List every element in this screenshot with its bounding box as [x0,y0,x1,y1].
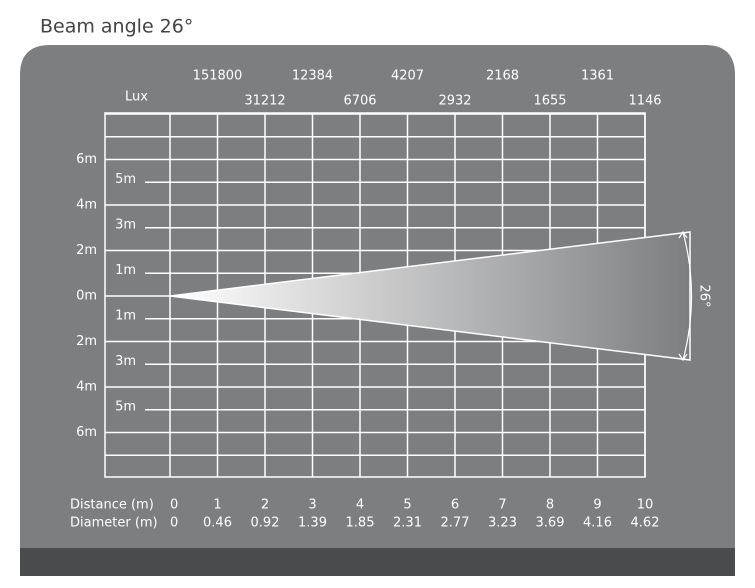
lux-value: 1146 [628,94,661,109]
angle-label: 26° [697,284,712,307]
angle-arc [682,231,693,361]
angle-arrows [678,230,688,362]
height-label: 1m [115,263,136,278]
footer-bar [20,548,735,576]
distance-label: Distance (m) [70,498,154,513]
height-label: 5m [115,399,136,414]
height-label: 4m [76,198,97,213]
distance-value: 10 [637,498,654,513]
height-label: 6m [76,152,97,167]
diameter-value: 1.39 [298,516,327,531]
center-label: 0m [76,289,97,304]
lux-value: 4207 [391,69,424,84]
diameter-value: 2.31 [393,516,422,531]
diameter-value: 3.23 [488,516,517,531]
height-label: 4m [76,380,97,395]
diameter-value: 0.92 [251,516,280,531]
distance-value: 6 [451,498,459,513]
height-label: 3m [115,217,136,232]
lux-value: 2168 [486,69,519,84]
lux-value: 12384 [292,69,333,84]
distance-value: 7 [498,498,506,513]
distance-value: 8 [546,498,554,513]
diameter-value: 0.46 [203,516,232,531]
diameter-value: 2.77 [441,516,470,531]
distance-value: 9 [593,498,601,513]
distance-value: 0 [170,498,178,513]
distance-value: 1 [213,498,221,513]
height-label: 5m [115,172,136,187]
diameter-value: 0 [170,516,178,531]
height-label: 2m [76,334,97,349]
lux-value: 6706 [343,94,376,109]
diameter-label: Diameter (m) [70,516,158,531]
distance-value: 5 [403,498,411,513]
title: Beam angle 26° [40,16,193,38]
lux-value: 1361 [581,69,614,84]
height-label: 6m [76,425,97,440]
diameter-value: 1.85 [346,516,375,531]
height-label: 1m [115,308,136,323]
beam [169,231,691,361]
height-label: 2m [76,243,97,258]
lux-value: 2932 [438,94,471,109]
lux-value: 151800 [193,69,243,84]
distance-value: 2 [261,498,269,513]
lux-value: 1655 [533,94,566,109]
diameter-value: 3.69 [536,516,565,531]
lux-label: Lux [125,90,148,105]
diameter-value: 4.16 [583,516,612,531]
height-label: 3m [115,354,136,369]
distance-value: 4 [356,498,364,513]
lux-value: 31212 [244,94,285,109]
distance-value: 3 [308,498,316,513]
diameter-value: 4.62 [631,516,660,531]
